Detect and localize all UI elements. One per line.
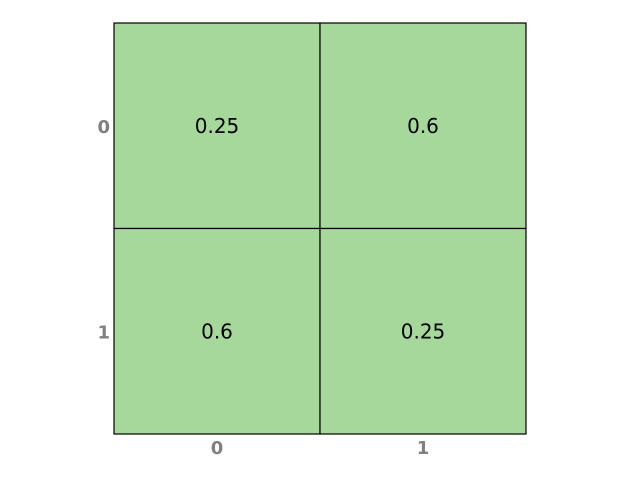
cell-value-label: 0.25	[401, 319, 446, 343]
column-tick-label: 1	[417, 438, 430, 459]
cell-value-label: 0.25	[195, 114, 240, 138]
row-label-layer: 01	[97, 117, 110, 344]
table-cell	[319, 227, 527, 435]
row-tick-label: 1	[97, 322, 110, 343]
cell-value-label: 0.6	[407, 114, 439, 138]
table-cell	[113, 22, 321, 230]
cell-value-label: 0.6	[201, 319, 233, 343]
column-tick-label: 0	[211, 438, 224, 459]
cells-layer	[113, 22, 527, 435]
table-cell	[319, 22, 527, 230]
cell-text-layer: 0.25 0.6 0.6 0.25	[195, 114, 446, 344]
table-cell	[113, 227, 321, 435]
row-tick-label: 0	[97, 117, 110, 138]
